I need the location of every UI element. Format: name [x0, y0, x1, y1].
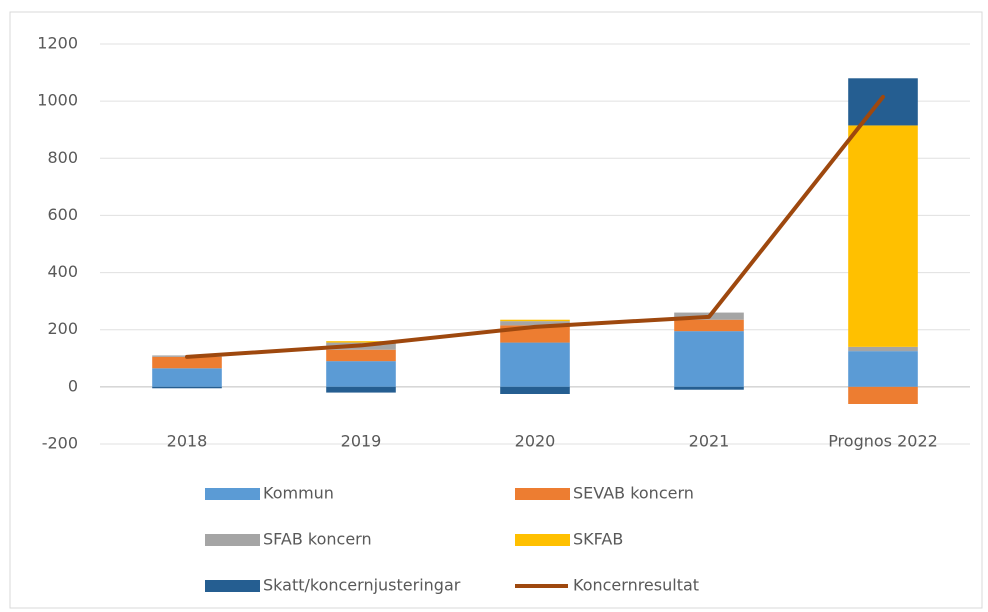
- legend-label: Koncernresultat: [573, 576, 699, 595]
- legend-label: Kommun: [263, 484, 334, 503]
- legend-swatch: [205, 580, 260, 592]
- bar-segment: [326, 361, 396, 387]
- x-tick-label: 2021: [689, 432, 730, 451]
- legend-swatch: [515, 534, 570, 546]
- line: [185, 94, 885, 359]
- legend-swatch: [205, 534, 260, 546]
- bar-segment: [152, 368, 222, 387]
- chart-frame: [9, 11, 983, 609]
- legend-label: SEVAB koncern: [573, 484, 694, 503]
- bar-segment: [326, 341, 396, 343]
- bar-segment: [500, 321, 570, 326]
- legend-label: SFAB koncern: [263, 530, 372, 549]
- bar-segment: [674, 386, 744, 390]
- bar-segment: [500, 342, 570, 387]
- x-tick-label: Prognos 2022: [828, 432, 938, 451]
- bar-segment: [152, 386, 222, 389]
- legend-label: Skatt/koncernjusteringar: [263, 576, 461, 595]
- y-tick-label: 600: [47, 205, 78, 224]
- bar-segment: [326, 386, 396, 393]
- legend-label: SKFAB: [573, 530, 623, 549]
- bar-segment: [848, 125, 918, 347]
- y-tick-label: 1200: [37, 34, 78, 53]
- y-tick-label: 200: [47, 319, 78, 338]
- bar-segment: [674, 319, 744, 332]
- bar-segment: [848, 346, 918, 352]
- y-tick-label: -200: [42, 434, 78, 453]
- legend-swatch: [515, 488, 570, 500]
- x-tick-label: 2018: [167, 432, 208, 451]
- x-tick-label: 2019: [341, 432, 382, 451]
- y-tick-label: 0: [68, 376, 78, 395]
- x-tick-label: 2020: [515, 432, 556, 451]
- bar-segment: [848, 351, 918, 387]
- bar-segment: [500, 319, 570, 322]
- bar-segment: [326, 349, 396, 362]
- y-tick-label: 800: [47, 148, 78, 167]
- legend-swatch: [205, 488, 260, 500]
- bar-segment: [152, 356, 222, 369]
- y-tick-label: 400: [47, 262, 78, 281]
- bar-segment: [848, 78, 918, 126]
- y-tick-label: 1000: [37, 91, 78, 110]
- bar-segment: [674, 331, 744, 387]
- bar-segment: [848, 386, 918, 404]
- bar-segment: [500, 386, 570, 394]
